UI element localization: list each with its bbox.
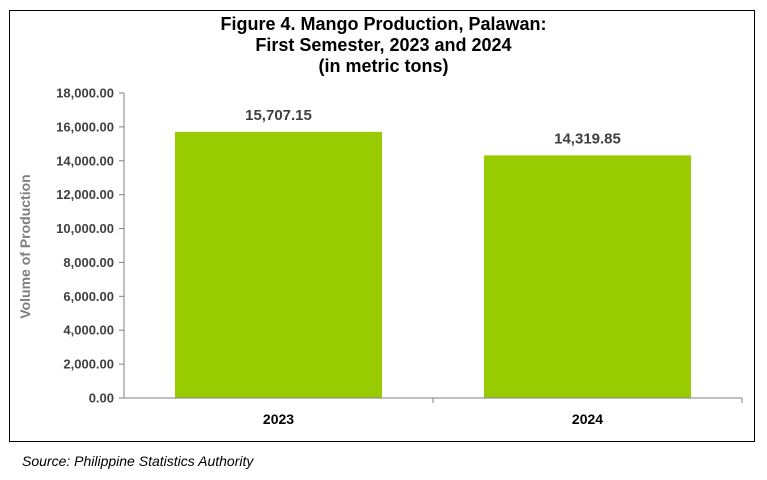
y-tick-label: 2,000.00 bbox=[63, 357, 114, 372]
y-tick-label: 10,000.00 bbox=[56, 221, 114, 236]
chart-title-line-3: (in metric tons) bbox=[318, 56, 449, 76]
chart-title-line-1: Figure 4. Mango Production, Palawan: bbox=[220, 14, 547, 34]
y-tick-label: 12,000.00 bbox=[56, 187, 114, 202]
bar-2024 bbox=[483, 155, 692, 398]
y-tick-label: 4,000.00 bbox=[63, 323, 114, 338]
data-label: 15,707.15 bbox=[245, 107, 312, 124]
y-tick-label: 14,000.00 bbox=[56, 153, 114, 168]
y-axis-ticks: 0.00 2,000.00 4,000.00 6,000.00 8,000.00 10,0… bbox=[56, 86, 124, 406]
y-axis-label: Volume of Production bbox=[17, 174, 33, 318]
bar-2023 bbox=[174, 131, 383, 398]
data-label: 14,319.85 bbox=[554, 130, 621, 147]
chart-title-line-2: First Semester, 2023 and 2024 bbox=[255, 35, 512, 55]
chart-title: Figure 4. Mango Production, Palawan: Fir… bbox=[0, 14, 767, 77]
y-tick-label: 8,000.00 bbox=[63, 255, 114, 270]
x-tick-label: 2023 bbox=[263, 411, 294, 427]
y-tick-label: 6,000.00 bbox=[63, 289, 114, 304]
y-tick-label: 18,000.00 bbox=[56, 86, 114, 101]
y-tick-label: 0.00 bbox=[89, 391, 114, 406]
source-note: Source: Philippine Statistics Authority bbox=[22, 453, 254, 469]
bars: 15,707.15 14,319.85 bbox=[174, 107, 692, 398]
y-tick-label: 16,000.00 bbox=[56, 119, 114, 134]
x-axis-ticks: 2023 2024 bbox=[263, 398, 743, 427]
x-tick-label: 2024 bbox=[572, 411, 603, 427]
